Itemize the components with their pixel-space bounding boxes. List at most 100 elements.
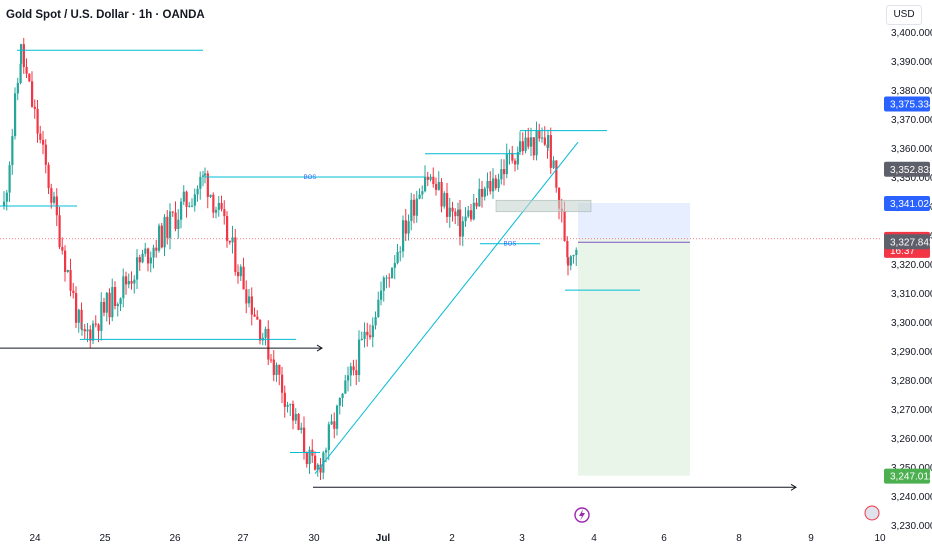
candle-body xyxy=(396,251,399,264)
candle-body xyxy=(470,210,473,220)
candle-body xyxy=(270,359,273,361)
x-axis-tick: 3 xyxy=(519,533,525,544)
candle-body xyxy=(404,220,407,234)
candle-body xyxy=(303,427,306,453)
candle-body xyxy=(80,309,83,330)
candle-body xyxy=(202,175,205,177)
candle-body xyxy=(256,316,259,320)
candle-body xyxy=(451,207,454,212)
candle-body xyxy=(336,405,339,429)
candle-body xyxy=(11,136,14,166)
candle-body xyxy=(429,176,432,180)
candle-body xyxy=(467,210,470,217)
candle-body xyxy=(5,192,8,202)
candle-body xyxy=(69,270,72,291)
candle-body xyxy=(448,207,451,217)
bos-label: BOS xyxy=(504,242,517,248)
candle-body xyxy=(446,193,449,217)
candle-body xyxy=(521,141,524,152)
candle-body xyxy=(160,225,163,248)
candle-body xyxy=(163,216,166,248)
candle-body xyxy=(182,191,185,202)
y-axis-tick: 3,350.000 xyxy=(891,173,932,184)
candle-body xyxy=(267,328,270,360)
candle-body xyxy=(464,216,467,222)
candle-body xyxy=(264,328,267,338)
price-badge xyxy=(884,468,930,484)
candle-body xyxy=(22,44,25,67)
countdown-label: 16:37 xyxy=(890,246,915,257)
candle-body xyxy=(28,73,31,82)
candle-body xyxy=(64,250,67,272)
candle-body xyxy=(209,194,212,197)
price-badge-label: 3,247.012 xyxy=(890,472,932,483)
x-axis-tick: 4 xyxy=(591,533,597,544)
candle-body xyxy=(138,257,141,263)
candle-body xyxy=(461,221,464,237)
horizontal-ray-head xyxy=(316,344,323,352)
y-axis-tick: 3,370.000 xyxy=(891,115,932,126)
candle-body xyxy=(171,211,174,213)
candle-body xyxy=(555,160,558,188)
candle-body xyxy=(566,240,569,258)
candle-body xyxy=(385,277,388,279)
candle-body xyxy=(457,209,460,217)
candle-body xyxy=(100,302,103,331)
candle-body xyxy=(494,178,497,189)
candle-body xyxy=(108,292,111,318)
candle-body xyxy=(111,287,114,318)
candle-body xyxy=(185,191,188,207)
candle-body xyxy=(503,169,506,175)
candle-body xyxy=(75,293,78,323)
currency-selector[interactable]: USD xyxy=(886,5,922,25)
candle-body xyxy=(239,266,242,277)
candle-body xyxy=(212,194,215,213)
candle-body xyxy=(547,135,550,148)
candle-body xyxy=(77,309,80,323)
x-axis-tick: 27 xyxy=(237,533,249,544)
candle-body xyxy=(180,201,183,220)
candle-body xyxy=(105,292,108,313)
candle-body xyxy=(443,193,446,207)
candle-body xyxy=(155,247,158,251)
candle-body xyxy=(552,160,555,168)
x-axis-tick: 26 xyxy=(169,533,181,544)
candle-body xyxy=(103,302,106,313)
y-axis-tick: 3,400.000 xyxy=(891,28,932,39)
candle-body xyxy=(97,324,100,331)
candle-body xyxy=(25,66,28,74)
candle-body xyxy=(125,276,128,285)
candle-body xyxy=(53,196,56,203)
candle-body xyxy=(454,211,457,217)
candle-body xyxy=(535,130,538,156)
candle-body xyxy=(169,211,172,238)
candle-body xyxy=(242,266,245,290)
candle-body xyxy=(549,135,552,168)
candle-body xyxy=(527,137,530,147)
candle-body xyxy=(402,220,405,252)
candle-body xyxy=(114,287,117,307)
candle-body xyxy=(418,194,421,199)
candle-body xyxy=(399,251,402,253)
candle-body xyxy=(196,188,199,195)
candle-body xyxy=(42,139,45,145)
candle-body xyxy=(393,263,396,268)
y-axis-tick: 3,240.000 xyxy=(891,492,932,503)
candle-body xyxy=(305,452,308,465)
candle-body xyxy=(352,366,355,371)
price-badge xyxy=(884,161,930,177)
candle-body xyxy=(127,281,130,285)
candle-body xyxy=(133,279,136,284)
candle-body xyxy=(363,331,366,339)
candle-body xyxy=(39,133,42,140)
x-axis-tick: 9 xyxy=(808,533,814,544)
candle-body xyxy=(489,181,492,192)
candle-body xyxy=(83,329,86,332)
candle-body xyxy=(344,380,347,394)
candle-body xyxy=(220,202,223,210)
candle-body xyxy=(374,317,377,326)
candle-body xyxy=(289,403,292,405)
candle-body xyxy=(366,331,369,336)
x-axis-tick: 25 xyxy=(99,533,111,544)
